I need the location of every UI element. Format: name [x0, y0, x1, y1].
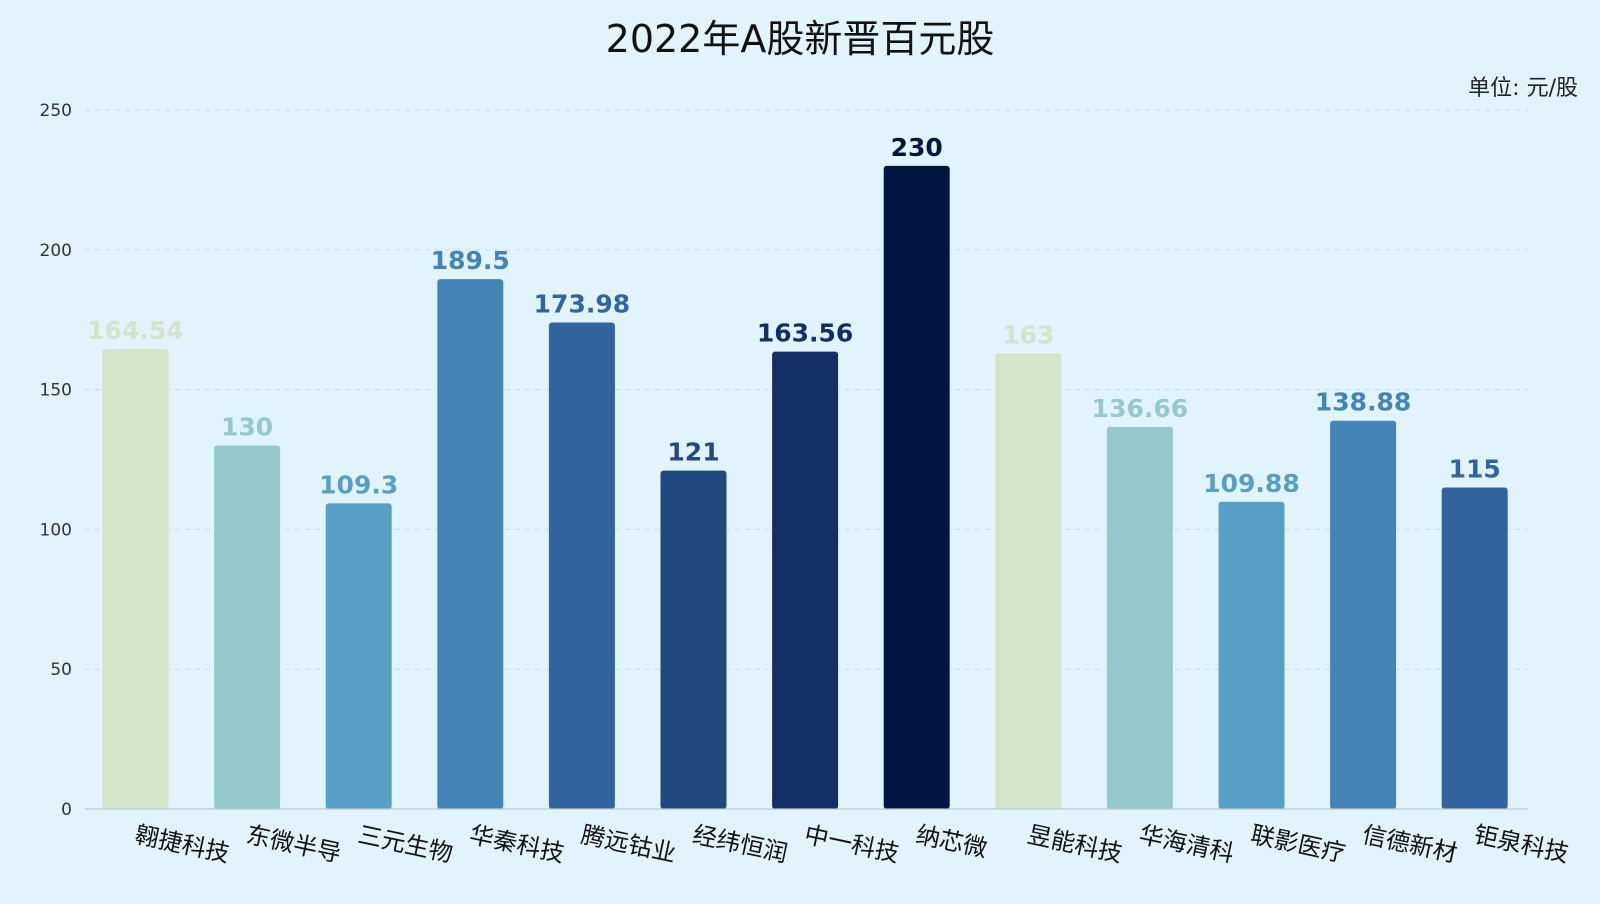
bars — [102, 165, 1508, 810]
bar-value-label: 164.54 — [87, 316, 183, 345]
x-tick-label: 联影医疗 — [1248, 820, 1348, 867]
bar-value-label: 136.66 — [1092, 394, 1188, 423]
bar-value-label: 173.98 — [534, 290, 630, 319]
x-tick-label: 纳芯微 — [913, 820, 989, 862]
bar — [883, 165, 950, 810]
x-tick-label: 东微半导 — [244, 820, 344, 867]
value-labels: 164.54 130 109.3 189.5 173.98 121 163.56 230 163… — [87, 133, 1501, 499]
bar-value-label: 130 — [221, 413, 273, 442]
bar-value-label: 115 — [1449, 454, 1501, 483]
y-tick-label: 200 — [40, 241, 72, 261]
x-tick-label: 华海清科 — [1137, 820, 1237, 867]
bar — [772, 351, 839, 809]
bar-value-label: 138.88 — [1315, 388, 1411, 417]
bar-value-label: 121 — [667, 438, 719, 467]
bar-value-label: 163.56 — [757, 319, 853, 348]
bar-value-label: 109.3 — [319, 470, 398, 499]
y-tick-label: 150 — [40, 381, 72, 401]
x-axis: 翱捷科技 东微半导 三元生物 华秦科技 腾远钴业 经纬恒润 中一科技 纳芯微 昱能科技 华海清科联… — [132, 820, 1571, 867]
x-tick-label: 腾远钴业 — [579, 820, 679, 867]
x-tick-label: 经纬恒润 — [690, 820, 790, 867]
bar — [548, 322, 615, 809]
y-tick-label: 0 — [61, 800, 72, 820]
bar-value-label: 109.88 — [1203, 469, 1299, 498]
x-tick-label: 三元生物 — [355, 820, 455, 867]
x-tick-label: 翱捷科技 — [132, 820, 232, 867]
x-tick-label: 钜泉科技 — [1471, 820, 1571, 867]
y-tick-label: 100 — [40, 520, 72, 540]
bar — [214, 445, 281, 809]
bar-value-label: 189.5 — [431, 246, 510, 275]
bar — [437, 279, 504, 810]
bar — [1218, 501, 1285, 809]
unit-label: 单位: 元/股 — [1468, 76, 1578, 101]
bar — [1441, 487, 1508, 809]
bar — [660, 470, 727, 809]
bar — [995, 353, 1062, 809]
bar-value-label: 163 — [1002, 320, 1054, 349]
bar — [325, 503, 392, 809]
y-axis: 0 50 100 150 200 250 — [40, 101, 72, 820]
x-tick-label: 中一科技 — [802, 820, 902, 867]
chart-title: 2022年A股新晋百元股 — [606, 17, 995, 61]
bar — [1330, 420, 1397, 809]
x-tick-label: 昱能科技 — [1025, 820, 1125, 867]
y-tick-label: 50 — [50, 660, 72, 680]
bar-value-label: 230 — [891, 133, 943, 162]
bar — [1106, 426, 1173, 809]
y-tick-label: 250 — [40, 101, 72, 121]
bar — [102, 348, 169, 809]
x-tick-label: 信德新材 — [1360, 820, 1460, 867]
x-tick-label: 华秦科技 — [467, 820, 567, 867]
